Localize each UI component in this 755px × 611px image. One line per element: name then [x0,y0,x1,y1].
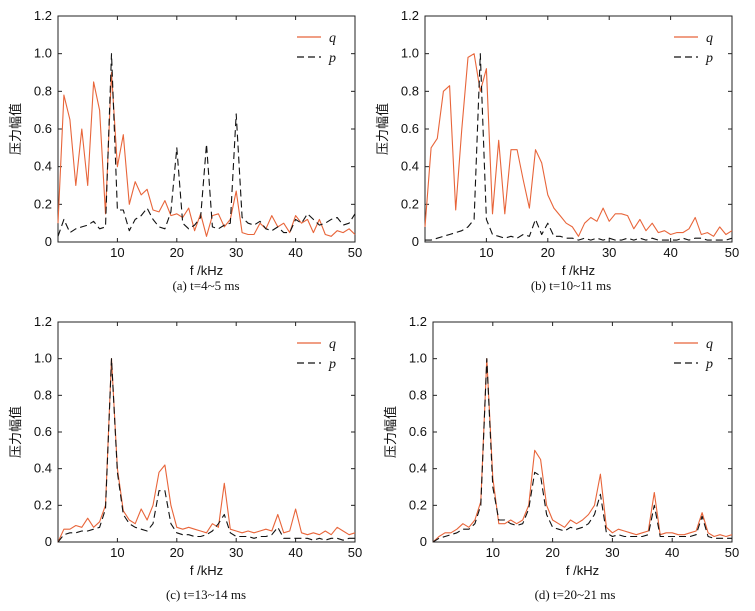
x-tick-label: 40 [663,245,677,260]
y-tick-label: 1.2 [401,8,419,23]
chart-panel-2: 0 0.2 0.4 0.6 0.8 1.0 1.2 10 20 30 40 50 qp 压力幅值 f /kH… [375,8,739,293]
plot-frame [432,321,733,543]
x-tick-label: 10 [486,545,500,560]
x-tick-label: 30 [229,545,243,560]
y-tick-label: 0 [420,534,427,549]
chart-panel-1: 0 0.2 0.4 0.6 0.8 1.0 1.2 10 20 30 40 50 qp 压力幅值 f /kH… [8,8,362,293]
x-tick-label: 20 [170,245,184,260]
x-tick-label: 50 [725,545,739,560]
x-tick-label: 40 [665,545,679,560]
x-tick-label: 10 [479,245,493,260]
x-tick-label: 30 [602,245,616,260]
panel-caption: (d) t=20~21 ms [535,587,616,602]
series-line-q [57,71,356,237]
y-tick-label: 0.8 [34,83,52,98]
x-tick-label: 40 [288,245,302,260]
chart-panel-3: 0 0.2 0.4 0.6 0.8 1.0 1.2 10 20 30 40 50 qp 压力幅值 f /kH… [8,314,362,602]
y-tick-label: 0.6 [34,424,52,439]
plot-frame [424,15,733,243]
legend-label-p: p [705,357,713,372]
series-line-p [425,53,733,241]
x-tick-label: 10 [110,545,124,560]
x-tick-label: 20 [545,545,559,560]
y-tick-label: 0.6 [401,121,419,136]
x-axis-label: f /kHz [190,563,223,578]
y-tick-label: 1.0 [34,351,52,366]
series-line-q [432,358,733,543]
series-line-q [424,53,733,237]
y-tick-label: 1.0 [409,351,427,366]
x-tick-label: 10 [110,245,124,260]
x-tick-label: 50 [725,245,739,260]
y-tick-label: 0.8 [34,387,52,402]
y-tick-label: 0.2 [401,196,419,211]
x-tick-label: 50 [348,245,362,260]
y-tick-label: 0.8 [401,83,419,98]
y-tick-label: 0.6 [409,424,427,439]
x-tick-label: 30 [229,245,243,260]
y-tick-label: 0.4 [401,159,419,174]
y-tick-label: 1.2 [34,8,52,23]
legend-label-q: q [329,337,336,352]
x-axis-label: f /kHz [190,263,223,278]
plot-frame [57,15,356,243]
y-tick-label: 0 [45,534,52,549]
plot-frame [57,321,356,543]
y-tick-label: 1.0 [401,46,419,61]
x-tick-label: 20 [170,545,184,560]
panel-caption: (c) t=13~14 ms [166,587,246,602]
y-tick-label: 1.2 [409,314,427,329]
legend-label-q: q [706,337,713,352]
y-tick-label: 0.4 [34,461,52,476]
y-tick-label: 0.2 [34,196,52,211]
series-line-p [57,53,356,237]
y-tick-label: 0.2 [34,497,52,512]
chart-panel-4: 0 0.2 0.4 0.6 0.8 1.0 1.2 10 20 30 40 50 qp 压力幅值 f /kH… [383,314,739,602]
y-axis-label: 压力幅值 [383,406,399,458]
y-tick-label: 0.2 [409,497,427,512]
x-axis-label: f /kHz [566,563,599,578]
y-axis-label: 压力幅值 [8,103,24,155]
y-tick-label: 1.0 [34,46,52,61]
legend-label-q: q [706,31,713,46]
y-tick-label: 0.4 [34,159,52,174]
series-line-q [57,358,356,543]
y-axis-label: 压力幅值 [375,103,391,155]
legend-label-p: p [328,357,336,372]
legend-label-p: p [328,51,336,66]
x-tick-label: 40 [288,545,302,560]
y-tick-label: 0 [412,234,419,249]
y-tick-label: 0.6 [34,121,52,136]
y-tick-label: 0 [45,234,52,249]
x-tick-label: 50 [348,545,362,560]
legend-label-p: p [705,51,713,66]
series-line-p [432,358,732,543]
y-tick-label: 0.8 [409,387,427,402]
panel-caption: (b) t=10~11 ms [531,278,611,293]
x-axis-label: f /kHz [562,263,595,278]
legend-label-q: q [329,31,336,46]
panel-caption: (a) t=4~5 ms [172,278,239,293]
y-tick-label: 0.4 [409,461,427,476]
x-tick-label: 20 [541,245,555,260]
series-line-p [57,358,355,543]
x-tick-label: 30 [605,545,619,560]
y-tick-label: 1.2 [34,314,52,329]
y-axis-label: 压力幅值 [8,406,24,458]
